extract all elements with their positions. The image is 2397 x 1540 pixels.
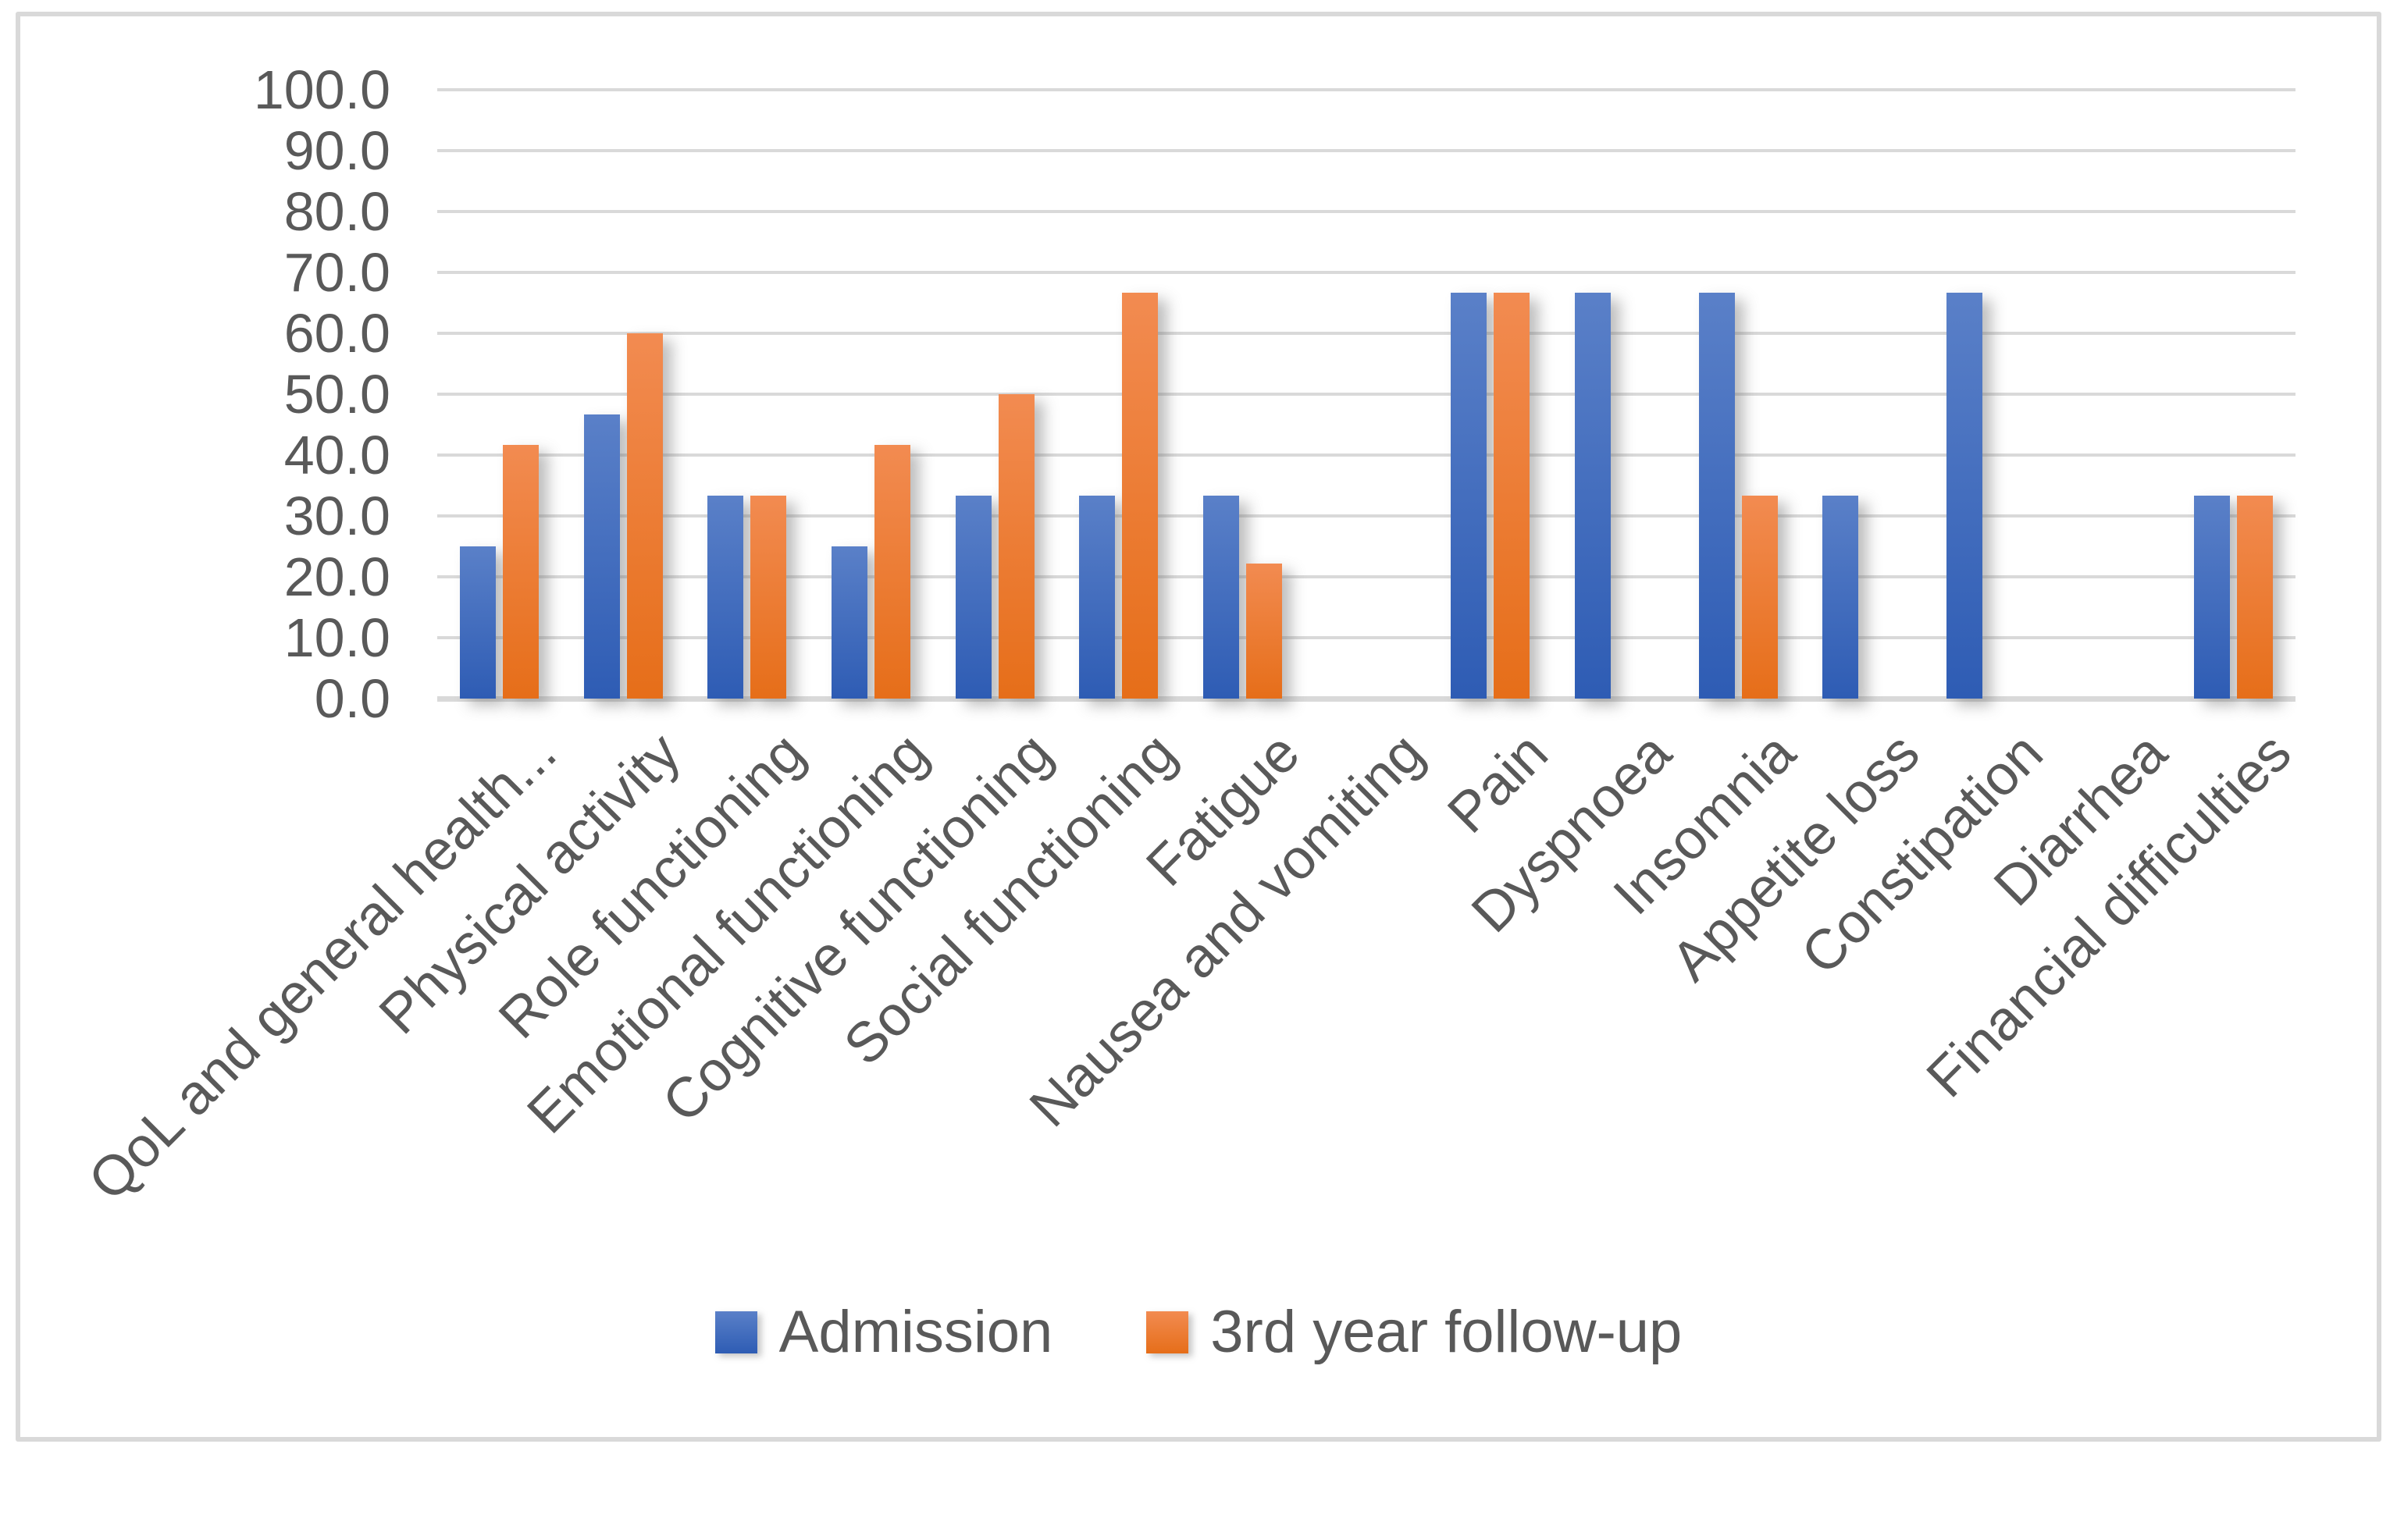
y-tick-label-60.0: 60.0 (283, 303, 390, 364)
bar-admission-4 (955, 496, 992, 699)
legend-label-admission: Admission (778, 1299, 1053, 1365)
bar-followup-2 (750, 496, 787, 699)
legend-label-followup: 3rd year follow-up (1210, 1299, 1683, 1365)
y-tick-label-0.0: 0.0 (314, 668, 390, 729)
bar-admission-12 (1946, 292, 1982, 699)
gridline-70 (437, 271, 2295, 274)
bar-group-6 (1181, 90, 1305, 699)
bar-followup-10 (1741, 496, 1778, 699)
y-tick-label-80.0: 80.0 (283, 181, 390, 242)
legend-swatch-followup-icon (1146, 1311, 1189, 1353)
bar-group-3 (809, 90, 933, 699)
gridline-40 (437, 453, 2295, 457)
bar-group-11 (1800, 90, 1924, 699)
bar-admission-11 (1822, 496, 1859, 699)
gridline-20 (437, 575, 2295, 578)
bar-admission-10 (1698, 292, 1735, 699)
bar-followup-8 (1494, 292, 1530, 699)
y-tick-label-90.0: 90.0 (283, 120, 390, 181)
bar-followup-1 (626, 333, 663, 699)
bar-admission-5 (1079, 496, 1116, 699)
bar-followup-3 (874, 444, 910, 699)
bar-group-8 (1428, 90, 1552, 699)
gridline-90 (437, 149, 2295, 152)
bar-followup-14 (2237, 496, 2274, 699)
bar-group-13 (2048, 90, 2172, 699)
bar-admission-6 (1202, 496, 1239, 699)
chart-border-frame (16, 12, 2381, 1442)
bar-group-14 (2171, 90, 2295, 699)
bar-admission-8 (1451, 292, 1487, 699)
x-axis-line (437, 696, 2295, 702)
y-tick-label-30.0: 30.0 (283, 485, 390, 546)
legend: Admission 3rd year follow-up (0, 1297, 2397, 1368)
bar-admission-9 (1574, 292, 1611, 699)
y-tick-label-50.0: 50.0 (283, 364, 390, 425)
gridline-30 (437, 514, 2295, 517)
legend-item-followup: 3rd year follow-up (1146, 1297, 1682, 1368)
bar-group-4 (933, 90, 1057, 699)
bar-group-10 (1676, 90, 1800, 699)
bar-groups (437, 90, 2295, 699)
gridline-10 (437, 636, 2295, 639)
gridline-60 (437, 332, 2295, 335)
bar-group-1 (561, 90, 686, 699)
bar-followup-5 (1122, 292, 1159, 699)
gridline-80 (437, 210, 2295, 213)
bar-group-5 (1056, 90, 1181, 699)
bar-group-2 (685, 90, 809, 699)
gridline-100 (437, 88, 2295, 91)
bar-group-0 (437, 90, 561, 699)
bar-group-7 (1305, 90, 1429, 699)
bar-group-9 (1552, 90, 1676, 699)
y-tick-label-100.0: 100.0 (253, 59, 390, 120)
y-tick-label-10.0: 10.0 (283, 607, 390, 668)
bar-admission-2 (707, 496, 744, 699)
bar-followup-4 (998, 394, 1035, 699)
plot-area (437, 88, 2295, 702)
bar-group-12 (1924, 90, 2048, 699)
y-tick-label-70.0: 70.0 (283, 242, 390, 303)
bar-admission-0 (459, 546, 496, 699)
legend-swatch-admission-icon (714, 1311, 757, 1353)
legend-item-admission: Admission (714, 1297, 1053, 1368)
bar-admission-3 (831, 546, 867, 699)
y-tick-label-40.0: 40.0 (283, 425, 390, 485)
bar-admission-1 (583, 414, 620, 699)
chart-canvas: 100.0 90.0 80.0 70.0 60.0 50.0 40.0 30.0 20.0 10.… (0, 12, 2397, 1442)
bar-followup-0 (502, 444, 539, 699)
bar-followup-6 (1245, 563, 1282, 699)
y-tick-label-20.0: 20.0 (283, 546, 390, 607)
bar-admission-14 (2194, 496, 2231, 699)
gridline-50 (437, 393, 2295, 396)
